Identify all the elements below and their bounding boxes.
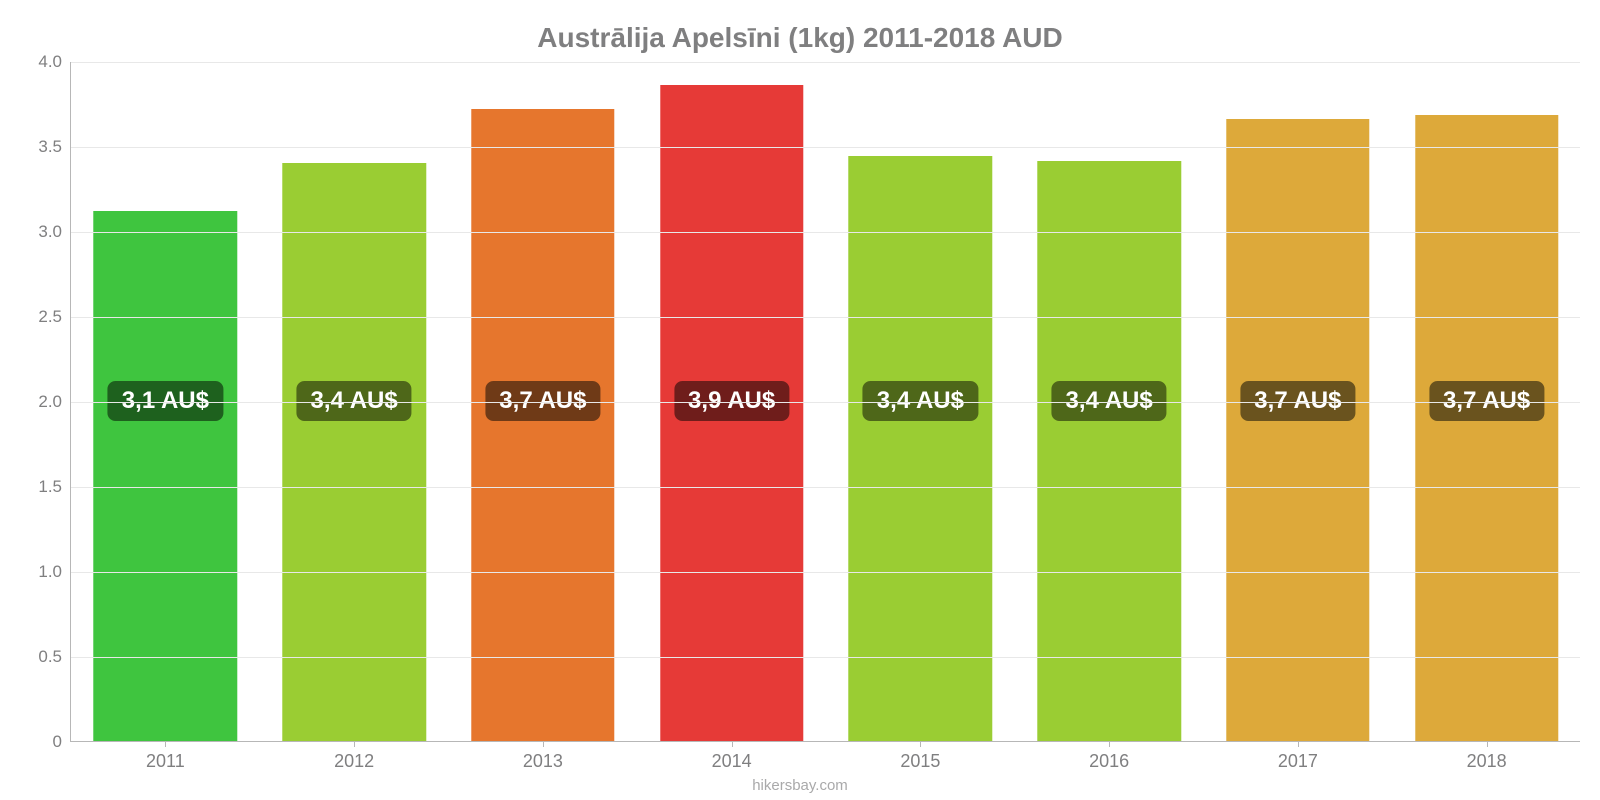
bar-value-label: 3,7 AU$ [485,381,600,421]
bar [282,163,425,741]
ytick-label: 1.0 [10,562,62,582]
bar-value-label: 3,4 AU$ [863,381,978,421]
gridline [71,487,1580,488]
xtick-mark [1109,741,1110,747]
xtick-label: 2015 [900,751,940,772]
ytick-label: 0 [10,732,62,752]
xtick-label: 2011 [146,751,185,772]
xtick-label: 2016 [1089,751,1129,772]
bar-value-label: 3,7 AU$ [1240,381,1355,421]
gridline [71,147,1580,148]
bar-value-label: 3,4 AU$ [1052,381,1167,421]
bar-value-label: 3,4 AU$ [297,381,412,421]
chart-title: Austrālija Apelsīni (1kg) 2011-2018 AUD [0,22,1600,54]
xtick-mark [920,741,921,747]
ytick-label: 2.5 [10,307,62,327]
xtick-label: 2018 [1467,751,1507,772]
ytick-label: 3.5 [10,137,62,157]
bar [1415,115,1558,741]
bar [849,156,992,741]
gridline [71,402,1580,403]
xtick-mark [165,741,166,747]
gridline [71,62,1580,63]
plot-area: 3,1 AU$20113,4 AU$20123,7 AU$20133,9 AU$… [70,62,1580,742]
xtick-label: 2013 [523,751,563,772]
ytick-label: 3.0 [10,222,62,242]
attribution-text: hikersbay.com [0,777,1600,794]
bar-value-label: 3,9 AU$ [674,381,789,421]
xtick-label: 2012 [334,751,374,772]
bar [1037,161,1180,741]
gridline [71,572,1580,573]
bar [94,211,237,741]
bar-value-label: 3,7 AU$ [1429,381,1544,421]
bar [1226,119,1369,741]
xtick-mark [543,741,544,747]
xtick-mark [354,741,355,747]
gridline [71,317,1580,318]
xtick-mark [1298,741,1299,747]
gridline [71,232,1580,233]
ytick-label: 0.5 [10,647,62,667]
ytick-label: 2.0 [10,392,62,412]
gridline [71,657,1580,658]
xtick-mark [732,741,733,747]
xtick-label: 2014 [712,751,752,772]
xtick-mark [1487,741,1488,747]
xtick-label: 2017 [1278,751,1318,772]
ytick-label: 4.0 [10,52,62,72]
bar [471,109,614,741]
ytick-label: 1.5 [10,477,62,497]
bar-value-label: 3,1 AU$ [108,381,223,421]
